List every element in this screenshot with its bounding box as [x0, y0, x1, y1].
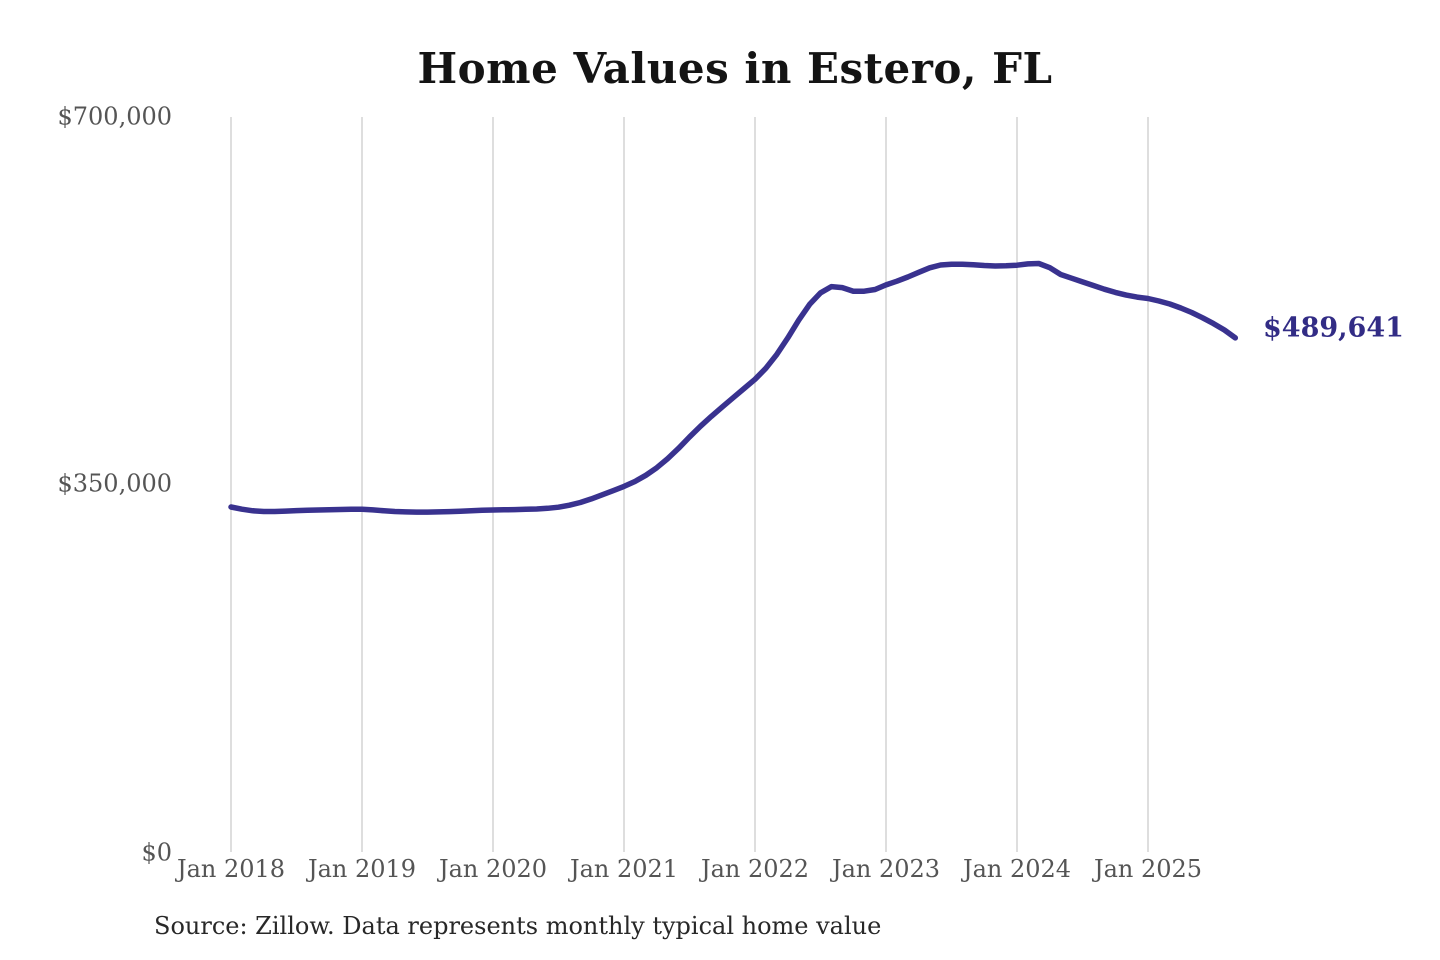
x-axis-label-jan-2025: Jan 2025 [1093, 855, 1203, 883]
x-axis-label-jan-2021: Jan 2021 [569, 855, 679, 883]
chart-title: Home Values in Estero, FL [417, 44, 1053, 93]
source-note: Source: Zillow. Data represents monthly … [154, 912, 882, 940]
y-axis-label-0: $0 [141, 838, 172, 867]
latest-value-label: $489,641 [1263, 312, 1404, 344]
y-axis-label-700000: $700,000 [57, 102, 172, 131]
x-axis-label-jan-2022: Jan 2022 [700, 855, 810, 883]
x-axis-label-jan-2024: Jan 2024 [962, 855, 1072, 883]
x-axis-label-jan-2018: Jan 2018 [176, 855, 286, 883]
x-axis-label-jan-2019: Jan 2019 [307, 855, 417, 883]
home-value-line-series [228, 260, 1239, 515]
x-axis-label-jan-2020: Jan 2020 [438, 855, 548, 883]
x-axis-label-jan-2023: Jan 2023 [831, 855, 941, 883]
y-axis-label-350000: $350,000 [57, 469, 172, 498]
